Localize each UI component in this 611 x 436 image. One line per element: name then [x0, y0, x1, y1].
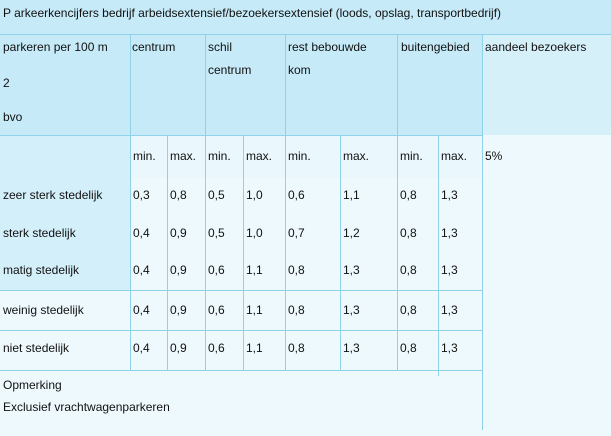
cell-value: 0,9 — [170, 263, 187, 277]
cell-value: 1,1 — [246, 303, 263, 317]
cell-value: 1,3 — [441, 188, 458, 202]
column-border — [340, 135, 341, 370]
column-group-header: rest bebouwde — [288, 40, 367, 54]
note: Exclusief vrachtwagenparkeren — [3, 400, 170, 414]
column-border — [130, 35, 131, 370]
cell-value: 0,5 — [208, 226, 225, 240]
row-label: zeer sterk stedelijk — [3, 188, 103, 202]
share-header-bg — [482, 35, 611, 135]
min-max-label: max. — [170, 149, 197, 163]
column-border — [397, 35, 398, 370]
cell-value: 1,3 — [441, 226, 458, 240]
cell-value: 0,6 — [288, 188, 305, 202]
cell-value: 1,0 — [246, 226, 263, 240]
cell-value: 0,5 — [208, 188, 225, 202]
row-border — [0, 330, 482, 331]
cell-value: 0,8 — [400, 263, 417, 277]
cell-value: 0,7 — [288, 226, 305, 240]
row-border — [0, 135, 482, 136]
table-title: P arkeerkencijfers bedrijf arbeidsextens… — [3, 6, 502, 20]
cell-value: 0,8 — [170, 188, 187, 202]
row-label: niet stedelijk — [3, 341, 70, 355]
cell-value: 0,8 — [288, 303, 305, 317]
cell-value: 1,1 — [246, 341, 263, 355]
cell-value: 0,8 — [400, 226, 417, 240]
column-border — [243, 135, 244, 370]
min-max-label: min. — [288, 149, 311, 163]
note: Opmerking — [3, 378, 62, 392]
column-group-header: centrum — [132, 40, 176, 54]
row-label: matig stedelijk — [3, 263, 80, 277]
share-header: aandeel bezoekers — [485, 40, 587, 54]
side-bg — [0, 135, 130, 290]
cell-value: 0,6 — [208, 263, 225, 277]
min-max-label: max. — [343, 149, 370, 163]
cell-value: 0,6 — [208, 303, 225, 317]
row-border — [0, 370, 482, 371]
share-value: 5% — [485, 149, 503, 163]
cell-value: 1,3 — [441, 303, 458, 317]
row-label: sterk stedelijk — [3, 226, 76, 240]
min-max-label: min. — [208, 149, 231, 163]
cell-value: 0,9 — [170, 226, 187, 240]
min-max-label: min. — [133, 149, 156, 163]
row-label-header: parkeren per 100 m — [3, 40, 108, 54]
cell-value: 0,8 — [400, 341, 417, 355]
cell-value: 1,1 — [343, 188, 360, 202]
cell-value: 0,6 — [208, 341, 225, 355]
cell-value: 0,9 — [170, 303, 187, 317]
cell-value: 1,2 — [343, 226, 360, 240]
column-group-header: buitengebied — [401, 40, 470, 54]
min-max-label: min. — [400, 149, 423, 163]
cell-value: 0,8 — [288, 263, 305, 277]
row-label: weinig stedelijk — [3, 303, 84, 317]
subheader-bg — [130, 135, 482, 178]
cell-value: 0,4 — [133, 226, 150, 240]
title-bg — [0, 0, 611, 35]
row-border — [0, 290, 482, 291]
cell-value: 0,8 — [400, 188, 417, 202]
column-group-header: schil — [208, 40, 233, 54]
cell-value: 0,9 — [170, 341, 187, 355]
column-border — [285, 35, 286, 370]
column-border — [438, 135, 439, 376]
cell-value: 0,8 — [400, 303, 417, 317]
cell-value: 1,3 — [441, 263, 458, 277]
column-group-header: centrum — [208, 63, 252, 77]
cell-value: 1,3 — [441, 341, 458, 355]
column-border — [482, 35, 483, 430]
row-label-header: bvo — [3, 110, 23, 124]
column-border — [167, 135, 168, 370]
cell-value: 0,4 — [133, 263, 150, 277]
cell-value: 0,4 — [133, 341, 150, 355]
min-max-label: max. — [246, 149, 273, 163]
cell-value: 1,3 — [343, 303, 360, 317]
column-group-header: kom — [288, 63, 311, 77]
cell-value: 0,8 — [288, 341, 305, 355]
row-label-header: 2 — [3, 76, 10, 90]
cell-value: 1,1 — [246, 263, 263, 277]
min-max-label: max. — [441, 149, 468, 163]
cell-value: 1,0 — [246, 188, 263, 202]
cell-value: 0,4 — [133, 303, 150, 317]
header-bg — [0, 35, 482, 135]
cell-value: 0,3 — [133, 188, 150, 202]
cell-value: 1,3 — [343, 341, 360, 355]
cell-value: 1,3 — [343, 263, 360, 277]
column-border — [205, 35, 206, 370]
